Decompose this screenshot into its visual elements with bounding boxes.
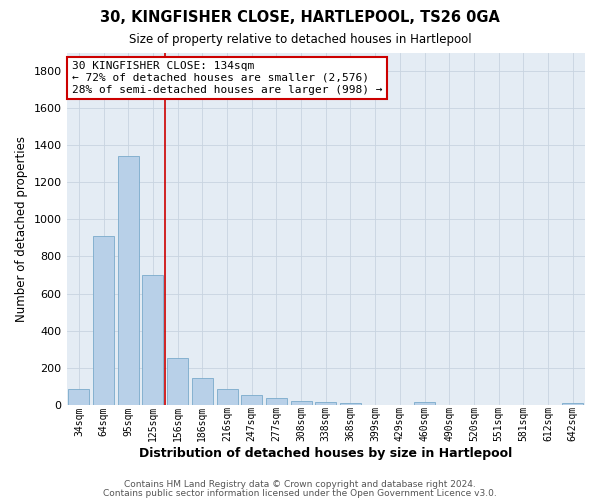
Text: 30 KINGFISHER CLOSE: 134sqm
← 72% of detached houses are smaller (2,576)
28% of : 30 KINGFISHER CLOSE: 134sqm ← 72% of det… (72, 62, 382, 94)
Text: 30, KINGFISHER CLOSE, HARTLEPOOL, TS26 0GA: 30, KINGFISHER CLOSE, HARTLEPOOL, TS26 0… (100, 10, 500, 25)
Bar (167, 358, 188, 405)
Bar (241, 394, 262, 405)
Text: Contains public sector information licensed under the Open Government Licence v3: Contains public sector information licen… (103, 488, 497, 498)
Bar (93, 236, 114, 405)
Bar (192, 378, 213, 405)
Bar (340, 403, 361, 405)
Bar (562, 403, 583, 405)
Y-axis label: Number of detached properties: Number of detached properties (15, 136, 28, 322)
Text: Contains HM Land Registry data © Crown copyright and database right 2024.: Contains HM Land Registry data © Crown c… (124, 480, 476, 489)
Bar (217, 389, 238, 405)
Text: Size of property relative to detached houses in Hartlepool: Size of property relative to detached ho… (128, 32, 472, 46)
Bar (68, 389, 89, 405)
Bar (266, 398, 287, 405)
Bar (414, 402, 435, 405)
Bar (118, 156, 139, 405)
X-axis label: Distribution of detached houses by size in Hartlepool: Distribution of detached houses by size … (139, 447, 512, 460)
Bar (290, 401, 311, 405)
Bar (142, 275, 163, 405)
Bar (315, 402, 336, 405)
